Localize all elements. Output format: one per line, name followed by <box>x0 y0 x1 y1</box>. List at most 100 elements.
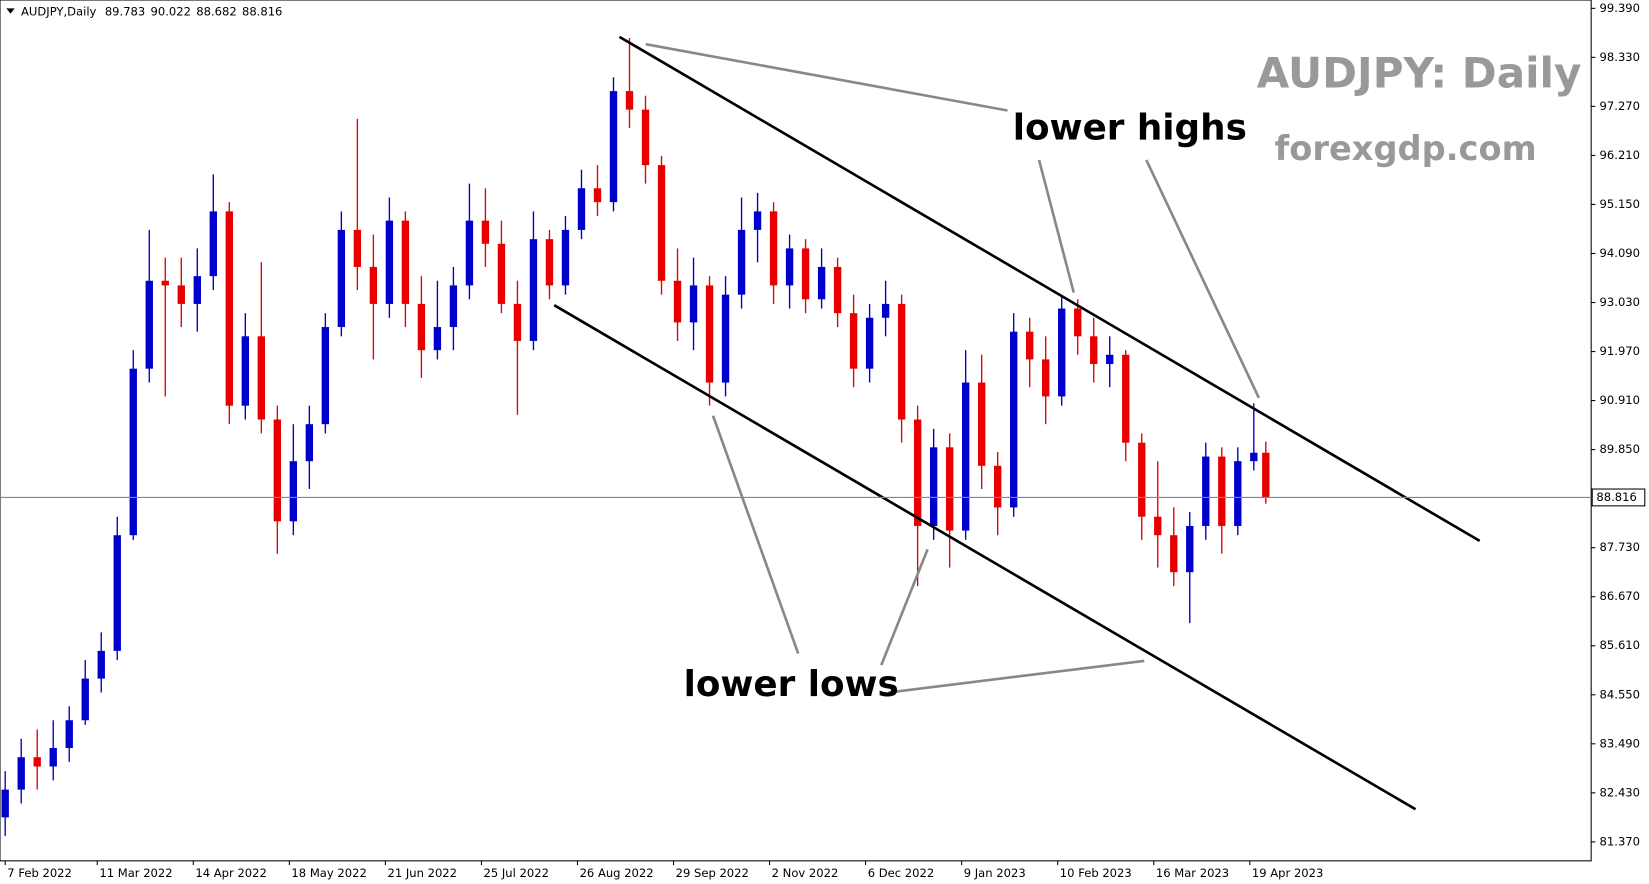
candle <box>737 197 746 309</box>
candle <box>289 424 298 536</box>
ohlc-high: 90.022 <box>151 4 191 18</box>
ohlc-close: 88.816 <box>242 4 282 18</box>
candle-body <box>1074 308 1082 337</box>
candle <box>833 257 842 328</box>
candle-body <box>257 336 266 420</box>
candle-body <box>209 211 217 277</box>
candle-body <box>609 91 618 203</box>
candle-body <box>817 266 826 300</box>
candle-body <box>977 382 986 466</box>
annotation: lower lows <box>684 664 899 705</box>
x-tick-label: 2 Nov 2022 <box>772 866 839 880</box>
candle-body <box>529 239 538 341</box>
candle <box>913 405 922 587</box>
candle-body <box>177 285 185 304</box>
pointer <box>645 42 1008 112</box>
candle-body <box>961 382 970 531</box>
pointer <box>888 659 1145 694</box>
candle-body <box>113 535 121 651</box>
candle <box>673 248 682 341</box>
candle-body <box>945 447 954 531</box>
candle <box>801 239 810 314</box>
symbol: AUDJPY,Daily <box>21 4 97 18</box>
candle-body <box>1262 452 1270 498</box>
candle <box>641 95 650 184</box>
candle <box>945 433 954 568</box>
y-tick-label: 94.090 <box>1600 246 1640 260</box>
candle <box>561 216 570 295</box>
pointer <box>1145 159 1261 399</box>
candle <box>401 211 410 328</box>
header: AUDJPY,Daily 89.783 90.022 88.682 88.816 <box>21 4 282 18</box>
y-tick-label: 93.030 <box>1600 295 1640 309</box>
candle-body <box>1 789 9 818</box>
candle <box>65 706 73 762</box>
candle-body <box>513 303 522 341</box>
candle <box>177 257 185 328</box>
candle <box>1250 403 1258 471</box>
y-tick-label: 95.150 <box>1600 197 1640 211</box>
candle <box>929 428 938 540</box>
candle <box>785 234 794 309</box>
candle <box>305 405 314 489</box>
candle-body <box>561 229 570 286</box>
candle-body <box>337 229 346 328</box>
x-tick-label: 10 Feb 2023 <box>1060 866 1132 880</box>
candle <box>961 350 970 540</box>
y-tick-label: 83.490 <box>1600 736 1640 750</box>
candle-body <box>1202 456 1210 526</box>
candle <box>881 280 890 337</box>
candle <box>513 280 522 415</box>
candle-body <box>1250 452 1258 462</box>
candle <box>1010 313 1018 517</box>
candle-body <box>913 419 922 526</box>
candle <box>1058 294 1066 406</box>
candle-body <box>465 220 474 286</box>
y-tick-label: 89.850 <box>1600 442 1640 456</box>
candle-body <box>1122 354 1130 443</box>
candle-body <box>1026 331 1034 360</box>
candle <box>113 516 121 661</box>
candle-body <box>225 211 233 406</box>
candle <box>689 257 698 351</box>
candle-body <box>241 336 249 406</box>
candle-body <box>833 266 842 314</box>
menu-arrow[interactable] <box>6 8 15 14</box>
candle <box>1074 299 1082 355</box>
candle-body <box>1106 354 1114 365</box>
pointer <box>1037 159 1076 293</box>
candle <box>353 118 362 291</box>
candle <box>145 229 153 383</box>
candle-body <box>865 317 874 369</box>
y-tick-label: 84.550 <box>1600 687 1640 701</box>
candle <box>705 276 714 406</box>
candle-body <box>753 211 762 230</box>
candle <box>1106 336 1114 388</box>
candle-body <box>1218 456 1226 526</box>
x-tick-label: 18 May 2022 <box>291 866 366 880</box>
candle-body <box>65 720 73 748</box>
y-tick-label: 98.330 <box>1600 50 1640 64</box>
candle <box>897 294 906 443</box>
y-tick-label: 97.270 <box>1600 99 1640 113</box>
x-tick-label: 14 Apr 2022 <box>195 866 266 880</box>
candle <box>1186 512 1194 624</box>
candle <box>465 183 474 300</box>
candle-body <box>721 294 730 383</box>
candle <box>1154 461 1162 568</box>
y-tick-label: 87.730 <box>1600 540 1640 554</box>
candle-body <box>33 757 41 767</box>
y-tick-label: 91.970 <box>1600 344 1640 358</box>
watermark-title: AUDJPY: Daily <box>1257 48 1582 97</box>
candle <box>257 262 266 434</box>
candle <box>1090 317 1098 383</box>
annotation: lower highs <box>1013 107 1247 148</box>
candle <box>1138 433 1146 540</box>
candle <box>545 229 554 300</box>
candle-body <box>1042 359 1050 397</box>
candle-body <box>705 285 714 383</box>
y-tick-label: 85.610 <box>1600 638 1640 652</box>
candle-body <box>929 447 938 526</box>
candle <box>433 280 442 360</box>
candle-body <box>17 757 25 790</box>
